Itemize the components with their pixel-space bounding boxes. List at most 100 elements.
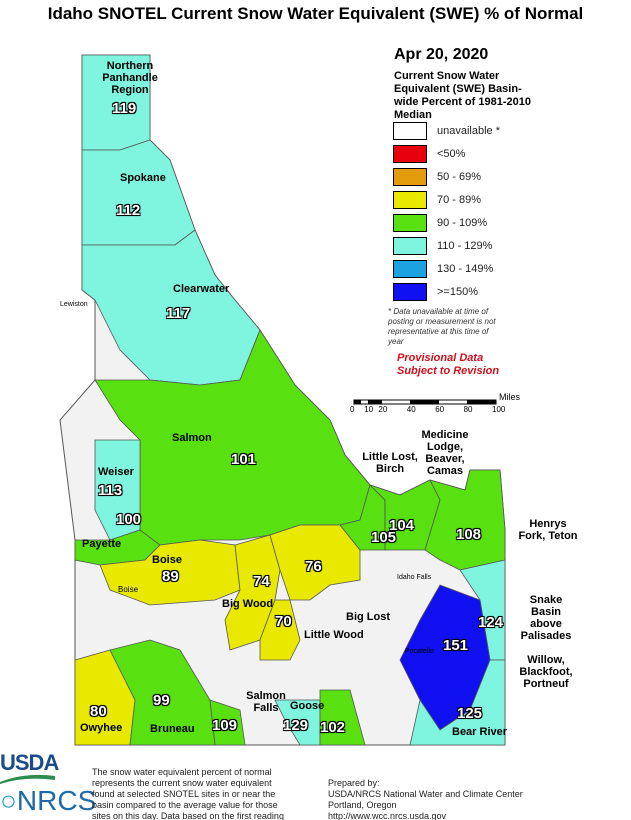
scale-tick: 40 (406, 405, 416, 414)
legend-item: 90 - 109% (393, 214, 487, 232)
provisional-note: Provisional Data Subject to Revision (397, 352, 500, 377)
basin-value-owyhee: 80 (90, 703, 107, 720)
legend-swatch (393, 214, 427, 232)
basin-label-little-wood: Little Wood (304, 629, 364, 641)
legend-item: 130 - 149% (393, 260, 493, 278)
basin-little-wood (259, 599, 301, 661)
basin-label-big-lost: Big Lost (346, 611, 390, 623)
basin-salmon-falls (209, 699, 246, 746)
basin-label-snake-basin-above-palisades: Snake Basin above Palisades (520, 594, 572, 642)
usda-logo: USDA (0, 750, 59, 775)
legend-swatch (393, 122, 427, 140)
basin-value-spokane: 112 (116, 202, 141, 219)
basin-label-goose: Goose (290, 700, 325, 712)
water-drop-icon: ○ (0, 785, 17, 816)
scale-tick: 10 (364, 405, 374, 414)
basin-label-henrys-fork-teton: Henrys Fork, Teton (518, 518, 578, 542)
basin-label-willow-blackfoot-portneuf: Willow, Blackfoot, Portneuf (519, 654, 573, 690)
legend-item: >=150% (393, 283, 478, 301)
legend-swatch (393, 168, 427, 186)
map-title: Idaho SNOTEL Current Snow Water Equivale… (47, 4, 584, 23)
basin-value-little-wood: 70 (275, 613, 292, 630)
basin-label-bear-river: Bear River (452, 726, 508, 738)
basin-label-payette: Payette (82, 538, 122, 550)
basin-label-medicine-lodge-beaver-camas: Medicine Lodge, Beaver, Camas (421, 429, 469, 477)
nrcs-logo: ○NRCS (0, 785, 96, 817)
basin-value-bruneau: 99 (153, 692, 170, 709)
scale-tick: 80 (463, 405, 473, 414)
legend-swatch (393, 145, 427, 163)
legend-label: unavailable * (437, 125, 500, 137)
city-boise: Boise (118, 585, 139, 594)
basin-value-big-wood: 74 (253, 573, 270, 590)
basin-label-weiser: Weiser (98, 466, 134, 478)
scale-bar: Miles 0 10 20 40 60 80 100 (350, 392, 520, 414)
basin-label-northern-panhandle-region: Northern Panhandle Region (102, 60, 158, 96)
basin-label-boise: Boise (152, 554, 182, 566)
legend-swatch (393, 260, 427, 278)
basin-value-medicine-lodge-beaver-camas: 104 (389, 517, 415, 534)
basin-value-salmon-falls: 109 (212, 717, 238, 734)
basin-label-owyhee: Owyhee (80, 722, 123, 734)
basin-raft (319, 689, 366, 746)
scale-tick: 20 (378, 405, 388, 414)
basin-value-weiser: 113 (98, 482, 123, 499)
legend-label: 110 - 129% (437, 240, 493, 252)
scale-tick: 0 (350, 405, 355, 414)
basin-value-payette: 100 (116, 511, 142, 528)
legend-item: 50 - 69% (393, 168, 481, 186)
basin-goose (274, 699, 321, 746)
legend-label: <50% (437, 148, 466, 160)
legend-label: 50 - 69% (437, 171, 482, 183)
basin-label-clearwater: Clearwater (173, 283, 230, 295)
scale-tick: 100 (492, 405, 506, 414)
basin-value-big-lost: 76 (305, 558, 322, 575)
legend-swatch (393, 191, 427, 209)
prepared-url[interactable]: http://www.wcc.nrcs.usda.gov (328, 811, 447, 820)
basin-value-boise: 89 (162, 568, 179, 585)
basin-spokane (81, 139, 196, 246)
basin-value-clearwater: 117 (166, 305, 191, 322)
city-pocatello: Pocatello (405, 648, 434, 655)
legend-item: 70 - 89% (393, 191, 481, 209)
prepared-by: Prepared by: (328, 778, 380, 788)
legend-title: Current Snow Water Equivalent (SWE) Basi… (394, 70, 531, 121)
basin-label-big-wood: Big Wood (222, 598, 274, 610)
basin-value-snake-basin-above-palisades: 124 (478, 614, 504, 631)
legend-label: 90 - 109% (437, 217, 488, 229)
basin-value-salmon: 101 (231, 451, 257, 468)
basin-value-goose: 129 (283, 717, 309, 734)
basin-label-spokane: Spokane (120, 172, 166, 184)
basin-label-little-lost-birch: Little Lost, Birch (362, 451, 418, 475)
legend-label: 70 - 89% (437, 194, 482, 206)
legend-item: 110 - 129% (393, 237, 492, 255)
basin-value-little-lost-birch: 105 (371, 529, 397, 546)
footer-description: The snow water equivalent percent of nor… (92, 767, 284, 820)
nrcs-logo-text: NRCS (16, 785, 97, 816)
scale-unit: Miles (499, 392, 521, 402)
basin-label-bruneau: Bruneau (150, 723, 195, 735)
basin-big-lost (269, 524, 361, 601)
footer-prepared: Prepared by: USDA/NRCS National Water an… (328, 778, 523, 820)
prepared-location: Portland, Oregon (328, 800, 397, 810)
legend-item: unavailable * (393, 122, 500, 140)
legend-label: >=150% (437, 286, 478, 298)
legend-date: Apr 20, 2020 (394, 46, 489, 63)
prepared-org: USDA/NRCS National Water and Climate Cen… (328, 789, 523, 799)
basin-value-henrys-fork-teton: 108 (456, 526, 482, 543)
legend-label: 130 - 149% (437, 263, 494, 275)
basin-bear-river (409, 659, 506, 746)
city-idaho-falls: Idaho Falls (397, 574, 432, 581)
legend-note: * Data unavailable at time of posting or… (388, 307, 496, 346)
usda-logo-swoosh (0, 774, 55, 784)
basin-value-bear-river: 125 (457, 705, 483, 722)
scale-bar-graphic (353, 399, 497, 405)
legend-swatch (393, 283, 427, 301)
basin-value-northern-panhandle-region: 119 (112, 100, 137, 117)
basin-value-raft: 102 (320, 719, 346, 736)
city-lewiston: Lewiston (60, 301, 88, 308)
basin-henrys-fork-teton (424, 469, 506, 571)
legend-item: <50% (393, 145, 465, 163)
